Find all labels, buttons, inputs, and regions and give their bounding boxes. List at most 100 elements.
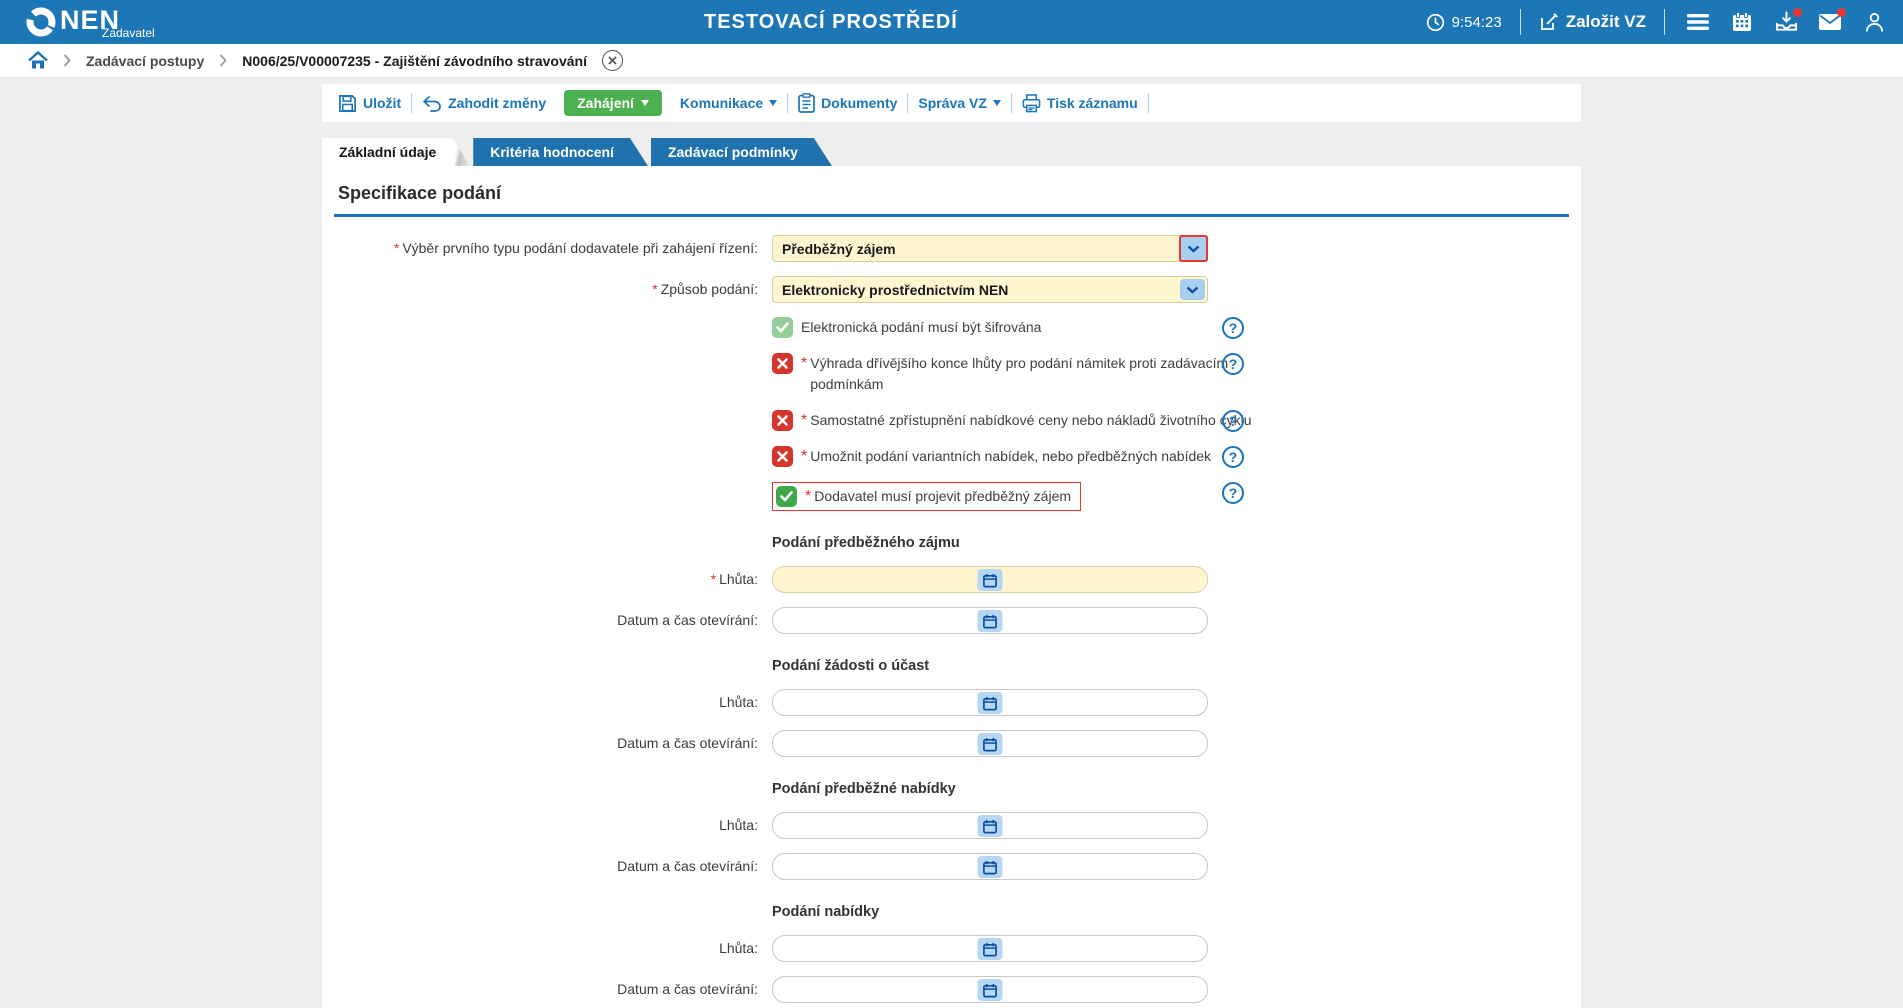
checkbox-label: Elektronická podání musí být šifrována (801, 319, 1042, 335)
help-icon[interactable]: ? (1222, 317, 1244, 339)
calendar-icon[interactable] (977, 569, 1003, 591)
section-rule (334, 214, 1569, 217)
start-procedure-button[interactable]: Zahájení (564, 90, 662, 116)
create-vz-button[interactable]: Založit VZ (1539, 12, 1646, 32)
download-tray-icon (1775, 11, 1797, 31)
form-row-opening-datetime: Datum a čas otevírání: (322, 607, 1581, 634)
help-icon[interactable]: ? (1222, 353, 1244, 375)
save-icon (339, 94, 356, 112)
documents-button[interactable]: Dokumenty (788, 93, 907, 113)
calendar-icon[interactable] (977, 938, 1003, 960)
tab-zadavaci-podminky[interactable]: Zadávací podmínky (651, 138, 832, 166)
chevron-down-icon (769, 100, 778, 106)
field-label: Výběr prvního typu podání dodavatele při… (402, 240, 758, 256)
save-button[interactable]: Uložit (328, 94, 411, 113)
checkbox-checked[interactable] (776, 486, 797, 507)
form-row-preliminary-interest: * Dodavatel musí projevit předběžný záje… (322, 482, 1581, 511)
deadline-datetime-input[interactable] (772, 935, 1208, 962)
home-icon[interactable] (28, 51, 48, 70)
notification-badge (1793, 8, 1802, 17)
chevron-down-icon (640, 100, 649, 106)
required-asterisk: * (393, 240, 400, 256)
help-icon[interactable]: ? (1222, 446, 1244, 468)
help-icon[interactable]: ? (1222, 410, 1244, 432)
edit-icon (1540, 13, 1558, 30)
clock-icon (1426, 13, 1444, 31)
selected-value: Elektronicky prostřednictvím NEN (782, 281, 1009, 298)
opening-datetime-input[interactable] (772, 976, 1208, 1003)
toolbar-divider (907, 93, 909, 113)
app-logo-text: NEN (60, 5, 121, 35)
chevron-down-icon (992, 100, 1001, 106)
undo-icon (423, 95, 442, 112)
tab-kriteria-hodnoceni[interactable]: Kritéria hodnocení (473, 138, 648, 166)
opening-datetime-input[interactable] (772, 607, 1208, 634)
user-profile-button[interactable] (1859, 7, 1889, 37)
calendar-icon[interactable] (977, 733, 1003, 755)
calendar-icon[interactable] (977, 692, 1003, 714)
record-toolbar: Uložit Zahodit změny Zahájení Komunikace… (322, 84, 1581, 122)
clipboard-icon (798, 93, 816, 113)
breadcrumb-item-current-vz[interactable]: N006/25/V00007235 - Zajištění závodního … (242, 52, 587, 69)
record-tabs: Základní údaje Kritéria hodnocení Zadáva… (322, 138, 1581, 166)
print-record-button[interactable]: Tisk záznamu (1012, 93, 1148, 113)
calendar-button[interactable] (1727, 7, 1757, 37)
group-title-offer: Podání nabídky (772, 904, 880, 920)
communication-menu-button[interactable]: Komunikace (670, 95, 787, 111)
deadline-datetime-input[interactable] (772, 812, 1208, 839)
first-submission-type-select[interactable]: Předběžný zájem (772, 235, 1208, 262)
required-asterisk: * (801, 355, 808, 372)
calendar-icon[interactable] (977, 856, 1003, 878)
manage-vz-menu-button[interactable]: Správa VZ (908, 95, 1010, 111)
required-asterisk: * (801, 448, 808, 465)
field-label: Datum a čas otevírání: (617, 981, 758, 997)
submission-method-select[interactable]: Elektronicky prostřednictvím NEN (772, 276, 1208, 303)
inbox-button[interactable] (1771, 7, 1802, 37)
chevron-down-icon[interactable] (1179, 235, 1208, 262)
calendar-icon[interactable] (977, 610, 1003, 632)
form-row-deadline: * Lhůta: (322, 566, 1581, 593)
hamburger-icon (1687, 14, 1709, 30)
discard-changes-button[interactable]: Zahodit změny (412, 95, 556, 112)
menu-button[interactable] (1683, 7, 1713, 37)
app-header: NEN Zadavatel TESTOVACÍ PROSTŘEDÍ 9:54:2… (0, 0, 1903, 44)
mail-icon (1819, 14, 1841, 30)
form-row-encrypted-submissions: Elektronická podání musí být šifrována ? (322, 317, 1581, 339)
field-label: Datum a čas otevírání: (617, 612, 758, 628)
checkbox-label: Umožnit podání variantních nabídek, nebo… (810, 448, 1212, 464)
calendar-icon[interactable] (977, 979, 1003, 1001)
checkbox-crossed[interactable] (772, 353, 793, 374)
form-row-deadline: Lhůta: (322, 935, 1581, 962)
opening-datetime-input[interactable] (772, 730, 1208, 757)
calendar-icon (1733, 12, 1751, 31)
app-logo-subtitle: Zadavatel (102, 26, 155, 40)
field-label: Datum a čas otevírání: (617, 735, 758, 751)
required-asterisk: * (805, 488, 812, 505)
tab-zakladni-udaje[interactable]: Základní údaje (322, 138, 470, 166)
deadline-datetime-input[interactable] (772, 566, 1208, 593)
required-asterisk: * (710, 571, 717, 587)
submission-form: * Výběr prvního typu podání dodavatele př… (322, 217, 1581, 1003)
help-icon[interactable]: ? (1222, 482, 1244, 504)
field-label: Lhůta: (719, 940, 758, 956)
chevron-down-icon[interactable] (1180, 279, 1205, 300)
field-label: Lhůta: (719, 817, 758, 833)
deadline-datetime-input[interactable] (772, 689, 1208, 716)
checkbox-checked-disabled[interactable] (772, 317, 793, 338)
checkbox-crossed[interactable] (772, 410, 793, 431)
toolbar-divider (411, 93, 413, 113)
messages-button[interactable] (1815, 7, 1846, 37)
session-time: 9:54:23 (1451, 13, 1502, 31)
breadcrumb: Zadávací postupy N006/25/V00007235 - Zaj… (0, 44, 1903, 78)
close-tab-button[interactable] (601, 50, 623, 71)
toolbar-divider (1010, 93, 1012, 113)
toolbar-divider (787, 93, 789, 113)
group-title-participation-request: Podání žádosti o účast (772, 658, 930, 674)
checkbox-crossed[interactable] (772, 446, 793, 467)
breadcrumb-item-procedures[interactable]: Zadávací postupy (86, 52, 205, 69)
required-asterisk: * (801, 412, 808, 429)
opening-datetime-input[interactable] (772, 853, 1208, 880)
calendar-icon[interactable] (977, 815, 1003, 837)
form-row-opening-datetime: Datum a čas otevírání: (322, 853, 1581, 880)
form-row-variant-offers: * Umožnit podání variantních nabídek, ne… (322, 446, 1581, 468)
